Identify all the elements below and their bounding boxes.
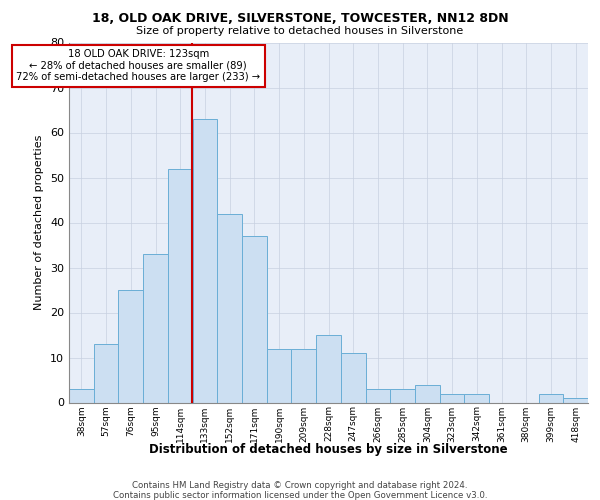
Bar — [69, 389, 94, 402]
Bar — [267, 348, 292, 403]
Bar — [193, 119, 217, 403]
Bar — [341, 353, 365, 403]
Text: 18 OLD OAK DRIVE: 123sqm
← 28% of detached houses are smaller (89)
72% of semi-d: 18 OLD OAK DRIVE: 123sqm ← 28% of detach… — [16, 50, 260, 82]
Text: Contains HM Land Registry data © Crown copyright and database right 2024.: Contains HM Land Registry data © Crown c… — [132, 481, 468, 490]
Bar — [168, 168, 193, 402]
Bar — [415, 384, 440, 402]
Bar — [316, 335, 341, 402]
Bar — [94, 344, 118, 403]
Bar — [242, 236, 267, 402]
Bar — [118, 290, 143, 403]
Bar — [390, 389, 415, 402]
Bar — [217, 214, 242, 402]
Bar — [464, 394, 489, 402]
Text: Distribution of detached houses by size in Silverstone: Distribution of detached houses by size … — [149, 442, 508, 456]
Bar — [563, 398, 588, 402]
Text: 18, OLD OAK DRIVE, SILVERSTONE, TOWCESTER, NN12 8DN: 18, OLD OAK DRIVE, SILVERSTONE, TOWCESTE… — [92, 12, 508, 26]
Y-axis label: Number of detached properties: Number of detached properties — [34, 135, 44, 310]
Bar — [143, 254, 168, 402]
Bar — [292, 348, 316, 403]
Bar — [365, 389, 390, 402]
Bar — [539, 394, 563, 402]
Text: Contains public sector information licensed under the Open Government Licence v3: Contains public sector information licen… — [113, 491, 487, 500]
Text: Size of property relative to detached houses in Silverstone: Size of property relative to detached ho… — [136, 26, 464, 36]
Bar — [440, 394, 464, 402]
